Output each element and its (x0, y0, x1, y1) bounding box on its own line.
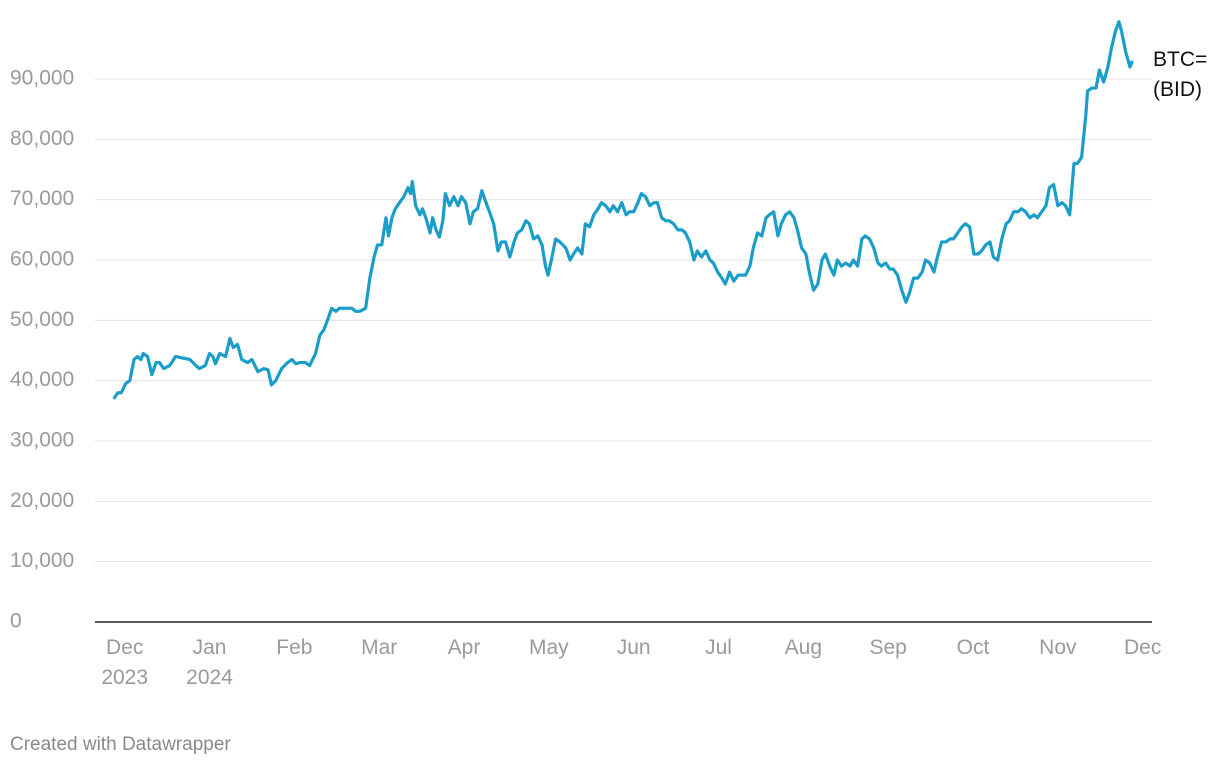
x-tick-label: Sep (869, 636, 906, 659)
x-tick-label: Mar (361, 636, 397, 659)
x-tick-label: Jul (705, 636, 732, 659)
x-tick-label: Feb (276, 636, 312, 659)
x-tick-label: Oct (957, 636, 990, 659)
x-tick-label: Aug (785, 636, 822, 659)
x-tick-label: Nov (1039, 636, 1077, 659)
y-tick-label: 40,000 (10, 368, 74, 391)
y-tick-label: 80,000 (10, 127, 74, 150)
x-tick-label: May (529, 636, 569, 659)
y-tick-label: 10,000 (10, 549, 74, 572)
series-line (112, 20, 1134, 400)
y-tick-label: 20,000 (10, 489, 74, 512)
series-label: BTC= (BID) (1153, 48, 1207, 101)
y-tick-label: 90,000 (10, 67, 74, 90)
y-tick-label: 70,000 (10, 187, 74, 210)
y-tick-label: 0 (10, 610, 22, 633)
y-tick-label: 30,000 (10, 429, 74, 452)
y-tick-label: 60,000 (10, 248, 74, 271)
x-tick-label: Dec 2023 (101, 636, 148, 689)
x-tick-label: Dec (1124, 636, 1161, 659)
footer: Created with Datawrapper (10, 734, 231, 755)
x-tick-label: Apr (448, 636, 481, 659)
y-tick-label: 50,000 (10, 308, 74, 331)
x-tick-label: Jun (617, 636, 651, 659)
x-tick-label: Jan 2024 (186, 636, 233, 689)
